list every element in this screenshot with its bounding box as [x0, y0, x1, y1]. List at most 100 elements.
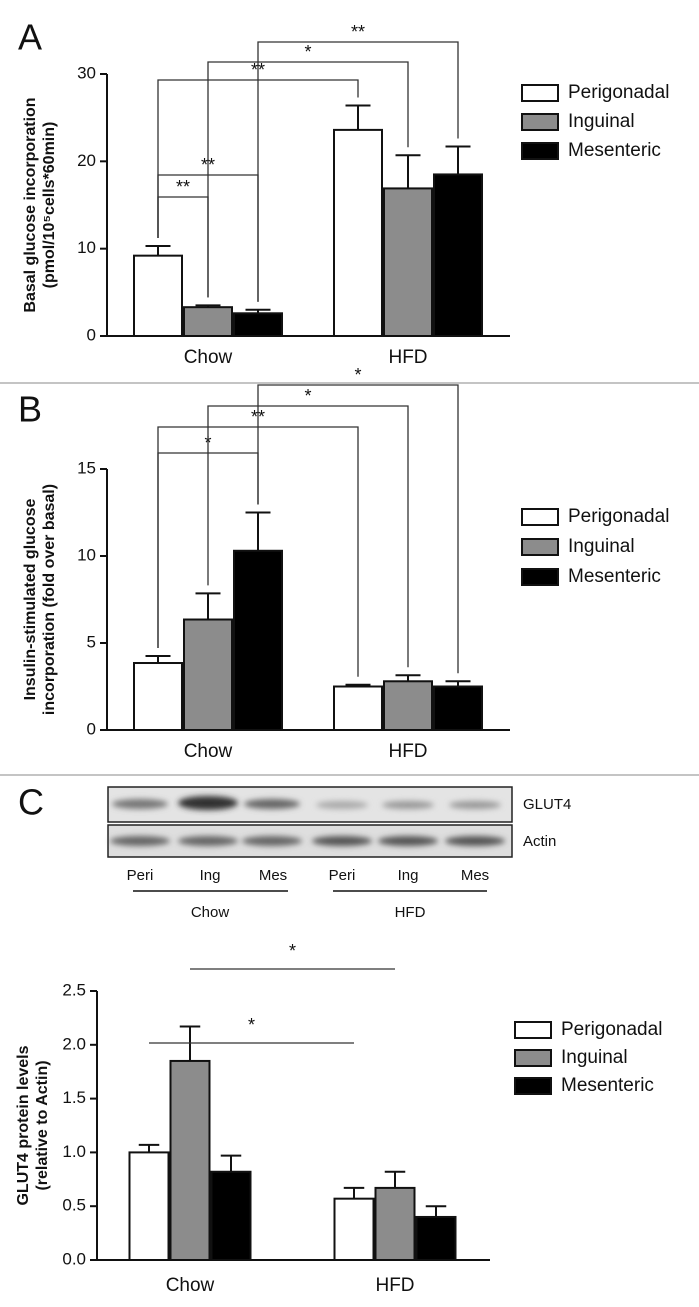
error-bar	[345, 104, 371, 130]
y-tick-label: 0	[87, 719, 96, 738]
significance-label: *	[304, 386, 311, 406]
significance-label: **	[176, 177, 190, 197]
blot-strip	[107, 786, 513, 823]
bar	[383, 187, 433, 337]
y-axis-label: (relative to Actin)	[34, 1060, 51, 1190]
legend-swatch	[514, 1077, 552, 1095]
y-tick-label: 15	[77, 458, 96, 477]
blot-strip	[107, 824, 513, 858]
y-tick-label: 5	[87, 632, 96, 651]
bar	[374, 1186, 416, 1261]
y-tick-label: 10	[77, 238, 96, 257]
bar	[333, 685, 383, 731]
y-axis-label: Insulin-stimulated glucose	[22, 499, 39, 701]
significance-bracket	[257, 384, 459, 674]
group-label: Chow	[191, 904, 230, 921]
bar	[183, 306, 233, 337]
x-tick-label: Chow	[166, 1275, 215, 1296]
lane-label: Ing	[200, 867, 221, 884]
legend-label: Mesenteric	[568, 566, 661, 587]
panel-label: C	[18, 782, 44, 823]
bar	[128, 1151, 170, 1262]
legend-label: Perigonadal	[568, 82, 669, 103]
legend-label: Inguinal	[561, 1047, 628, 1068]
error-bar	[195, 592, 221, 620]
error-bar	[220, 1154, 242, 1172]
y-tick-label: 30	[77, 63, 96, 82]
legend-swatch	[521, 538, 559, 556]
bar	[333, 1197, 375, 1261]
significance-bracket	[207, 61, 409, 298]
error-bar	[145, 655, 171, 664]
y-axis-label: incorporation (fold over basal)	[41, 484, 58, 715]
lane-label: Ing	[398, 867, 419, 884]
legend-label: Inguinal	[568, 111, 635, 132]
legend-label: Perigonadal	[561, 1019, 662, 1040]
western-blot	[107, 786, 513, 892]
legend-swatch	[514, 1049, 552, 1067]
error-bar	[138, 1143, 160, 1153]
bar	[183, 618, 233, 732]
y-tick-label: 10	[77, 545, 96, 564]
bar	[383, 680, 433, 732]
y-tick-label: 0	[87, 325, 96, 344]
y-tick-label: 1.5	[62, 1088, 86, 1107]
bar	[233, 549, 283, 732]
y-axis-label: Basal glucose incorporation	[22, 97, 39, 312]
legend-label: Mesenteric	[561, 1075, 654, 1096]
legend-swatch	[521, 568, 559, 586]
lane-label: Mes	[259, 867, 287, 884]
significance-label: *	[248, 1015, 255, 1035]
error-bar	[384, 1170, 406, 1188]
error-bar	[445, 145, 471, 175]
blot-row-label: GLUT4	[523, 796, 571, 813]
blot-bands	[110, 796, 505, 846]
error-bar	[179, 1025, 201, 1061]
legend-label: Perigonadal	[568, 506, 669, 527]
x-tick-label: HFD	[388, 741, 427, 762]
bar	[233, 312, 283, 338]
legend-label: Mesenteric	[568, 140, 661, 161]
x-tick-label: HFD	[388, 347, 427, 368]
y-tick-label: 1.0	[62, 1142, 86, 1161]
legend-swatch	[521, 508, 559, 526]
lane-label: Peri	[127, 867, 154, 884]
error-bar	[145, 245, 171, 256]
bar	[133, 254, 183, 337]
significance-bracket	[207, 405, 409, 668]
error-bar	[395, 154, 421, 189]
x-tick-label: Chow	[184, 347, 233, 368]
significance-label: *	[304, 42, 311, 62]
lane-label: Mes	[461, 867, 489, 884]
y-tick-label: 2.0	[62, 1034, 86, 1053]
lane-label: Peri	[329, 867, 356, 884]
y-tick-label: 20	[77, 151, 96, 170]
y-tick-label: 2.5	[62, 980, 86, 999]
y-axis-label: (pmol/10⁵cells*60min)	[41, 122, 58, 289]
bar	[433, 173, 483, 337]
group-label: HFD	[395, 904, 426, 921]
legend-swatch	[521, 113, 559, 131]
error-bar	[395, 674, 421, 682]
legend-swatch	[514, 1021, 552, 1039]
y-tick-label: 0.0	[62, 1249, 86, 1268]
error-bar	[425, 1205, 447, 1217]
bar	[415, 1215, 457, 1261]
error-bar	[343, 1186, 365, 1199]
blot-row-label: Actin	[523, 833, 556, 850]
significance-bracket	[257, 41, 459, 302]
y-axis-label: GLUT4 protein levels	[15, 1045, 32, 1205]
bar	[169, 1059, 211, 1261]
panel-label: B	[18, 389, 42, 430]
legend-swatch	[521, 142, 559, 160]
significance-label: **	[351, 22, 365, 42]
x-tick-label: Chow	[184, 741, 233, 762]
legend-label: Inguinal	[568, 536, 635, 557]
bar	[133, 662, 183, 732]
legend-swatch	[521, 84, 559, 102]
bar	[210, 1170, 252, 1261]
bar	[333, 128, 383, 337]
bar	[433, 685, 483, 731]
y-tick-label: 0.5	[62, 1196, 86, 1215]
